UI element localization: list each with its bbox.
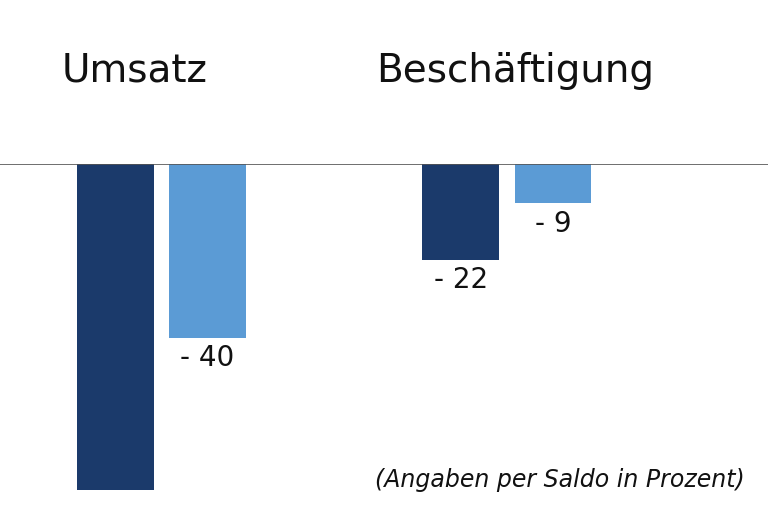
Bar [169,164,246,338]
Bar [77,164,154,490]
Text: (Angaben per Saldo in Prozent): (Angaben per Saldo in Prozent) [376,467,745,492]
Bar [515,164,591,203]
Text: - 22: - 22 [434,266,488,294]
Text: Umsatz: Umsatz [61,52,207,90]
Text: Beschäftigung: Beschäftigung [376,52,654,90]
Text: - 40: - 40 [180,345,234,372]
Text: - 9: - 9 [535,209,571,238]
Bar [422,164,499,260]
